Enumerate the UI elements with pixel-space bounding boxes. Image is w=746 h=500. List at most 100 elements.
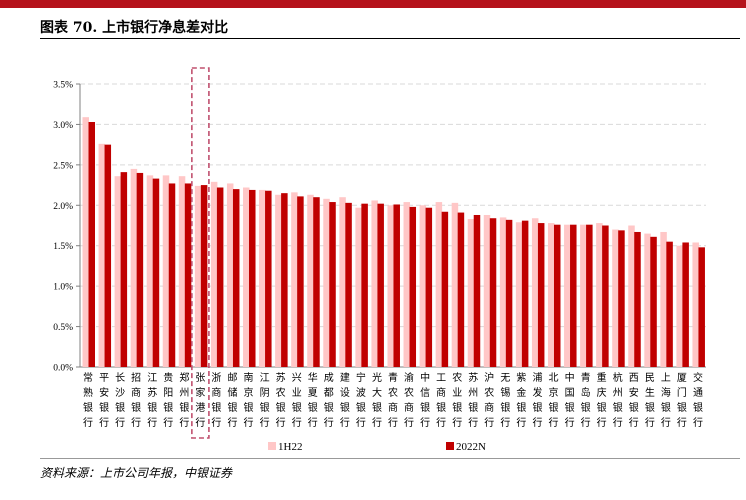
x-tick-label-char: 京 [549, 386, 559, 399]
x-tick-label-char: 宁 [356, 371, 366, 384]
x-tick-label-char: 都 [324, 387, 334, 399]
bar-2022N [281, 193, 288, 367]
x-tick-label-char: 银 [468, 401, 478, 414]
x-tick-label-char: 银 [693, 401, 703, 414]
x-tick-label-char: 行 [115, 416, 125, 429]
x-tick-label-char: 银 [244, 401, 254, 414]
y-tick-label: 1.0% [53, 283, 73, 293]
x-tick-label-char: 青 [581, 371, 591, 384]
bar-2022N [184, 183, 192, 367]
x-tick-label-char: 行 [645, 416, 655, 429]
bar-2022N [409, 206, 417, 367]
brand-bar [0, 0, 746, 8]
x-tick-label-char: 商 [211, 386, 221, 399]
x-tick-label-char: 银 [340, 401, 350, 414]
x-tick-label-char: 银 [147, 401, 157, 414]
source-note: 资料来源：上市公司年报，中银证券 [40, 466, 233, 480]
x-tick-label-char: 行 [372, 416, 382, 429]
x-tick-label-char: 州 [179, 387, 189, 399]
bar-1H22 [628, 225, 635, 367]
x-tick-label-char: 家 [195, 386, 205, 399]
bar-1H22 [130, 168, 138, 367]
x-tick-label-char: 行 [516, 416, 526, 429]
x-tick-label-char: 行 [468, 416, 478, 429]
x-tick-label-char: 大 [372, 386, 382, 399]
x-tick-label-char: 银 [308, 401, 318, 414]
bar-1H22 [451, 202, 459, 367]
bar-2022N [345, 202, 352, 367]
x-tick-label-char: 苏 [468, 371, 478, 384]
bar-2022N [666, 241, 673, 367]
x-tick-label-char: 中 [565, 371, 575, 384]
x-tick-label-char: 夏 [308, 387, 318, 399]
x-tick-label-char: 银 [324, 401, 334, 414]
x-tick-label-char: 行 [244, 416, 254, 429]
bar-1H22 [387, 205, 394, 367]
x-tick-label-char: 华 [308, 371, 318, 384]
bar-2022N [265, 190, 272, 367]
bar-2022N [104, 144, 112, 367]
figure-title: 图表 70. 上市银行净息差对比 [40, 20, 229, 36]
bar-2022N [650, 236, 657, 367]
bar-1H22 [243, 187, 250, 367]
x-tick-label-char: 浦 [532, 371, 542, 384]
x-tick-label-char: 农 [276, 386, 286, 399]
bar-2022N [168, 183, 176, 367]
x-tick-label-char: 银 [292, 401, 302, 414]
bar-2022N [313, 197, 320, 367]
x-tick-label-char: 信 [420, 387, 430, 399]
bar-2022N [216, 187, 224, 367]
x-tick-label-char: 行 [388, 416, 398, 429]
y-tick-label: 0.0% [53, 364, 73, 374]
bar-2022N [393, 204, 400, 367]
x-tick-label-char: 银 [613, 401, 623, 414]
x-tick-label-char: 银 [581, 401, 591, 414]
bar-1H22 [644, 233, 651, 367]
x-tick-label-char: 行 [484, 416, 494, 429]
x-tick-label-char: 商 [388, 401, 398, 414]
x-tick-label-char: 行 [195, 416, 205, 429]
x-tick-label-char: 行 [436, 416, 446, 429]
bar-1H22 [660, 231, 667, 367]
bar-1H22 [98, 143, 106, 367]
bar-1H22 [564, 224, 571, 367]
x-tick-label-char: 长 [115, 372, 125, 384]
x-tick-label-char: 招 [131, 371, 141, 384]
x-tick-label-char: 沙 [115, 387, 125, 399]
x-tick-label-char: 上 [661, 372, 671, 384]
x-tick-label-char: 厦 [677, 372, 687, 384]
x-tick-label-char: 工 [436, 373, 446, 384]
bar-2022N [682, 242, 689, 367]
x-tick-label-char: 商 [131, 386, 141, 399]
x-tick-label-char: 生 [645, 386, 655, 399]
x-tick-label-char: 发 [532, 386, 542, 399]
x-tick-label-char: 银 [179, 401, 189, 414]
x-tick-label-char: 熟 [83, 386, 93, 399]
x-tick-label-char: 阴 [260, 387, 270, 399]
x-tick-label-char: 农 [452, 371, 462, 384]
bar-1H22 [371, 200, 378, 367]
x-tick-label-char: 国 [565, 387, 575, 399]
x-tick-label-char: 行 [613, 416, 623, 429]
x-tick-label-char: 行 [340, 416, 350, 429]
x-tick-label-char: 业 [292, 387, 302, 399]
x-tick-label-char: 中 [420, 371, 430, 384]
x-tick-label-char: 行 [581, 416, 591, 429]
x-tick-label-char: 商 [484, 401, 494, 414]
x-tick-label-char: 行 [211, 416, 221, 429]
x-tick-label-char: 民 [645, 372, 655, 384]
x-tick-label-char: 门 [677, 386, 687, 399]
bar-2022N [136, 172, 144, 367]
x-tick-label-char: 行 [452, 416, 462, 429]
x-tick-label-char: 行 [308, 416, 318, 429]
x-tick-label-char: 张 [195, 372, 205, 384]
bar-2022N [361, 203, 368, 367]
x-tick-label-char: 行 [661, 416, 671, 429]
x-tick-label-char: 紫 [516, 372, 526, 384]
x-tick-label-char: 行 [227, 416, 237, 429]
x-tick-label-char: 贵 [163, 371, 173, 384]
x-tick-label-char: 州 [468, 387, 478, 399]
bar-2022N [570, 224, 577, 367]
x-tick-label-char: 锡 [500, 386, 510, 399]
title-divider [40, 38, 740, 39]
